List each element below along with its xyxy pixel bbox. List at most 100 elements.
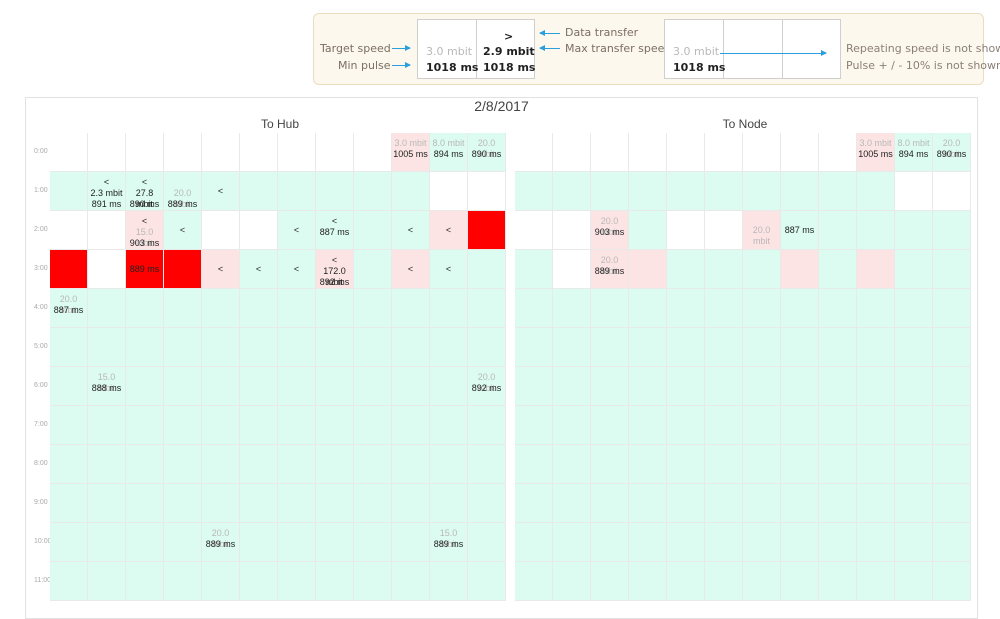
schedule-cell[interactable]: 15.0 mbit 889 ms bbox=[430, 523, 468, 562]
schedule-cell[interactable] bbox=[515, 133, 553, 172]
schedule-cell[interactable] bbox=[743, 445, 781, 484]
schedule-cell[interactable] bbox=[629, 211, 667, 250]
schedule-cell[interactable] bbox=[667, 172, 705, 211]
schedule-cell[interactable] bbox=[278, 523, 316, 562]
schedule-cell[interactable] bbox=[705, 484, 743, 523]
schedule-cell[interactable] bbox=[468, 406, 506, 445]
schedule-cell[interactable] bbox=[629, 523, 667, 562]
schedule-cell[interactable] bbox=[895, 484, 933, 523]
schedule-cell[interactable] bbox=[50, 172, 88, 211]
schedule-cell[interactable] bbox=[202, 484, 240, 523]
schedule-cell[interactable] bbox=[392, 445, 430, 484]
schedule-cell[interactable] bbox=[705, 328, 743, 367]
schedule-cell[interactable] bbox=[591, 523, 629, 562]
schedule-cell[interactable] bbox=[819, 406, 857, 445]
schedule-cell[interactable]: < bbox=[430, 250, 468, 289]
schedule-cell[interactable] bbox=[933, 250, 971, 289]
schedule-cell[interactable] bbox=[705, 289, 743, 328]
schedule-cell[interactable] bbox=[895, 328, 933, 367]
schedule-cell[interactable] bbox=[515, 250, 553, 289]
schedule-cell[interactable] bbox=[933, 445, 971, 484]
schedule-cell[interactable] bbox=[430, 367, 468, 406]
schedule-cell[interactable] bbox=[354, 133, 392, 172]
schedule-cell[interactable] bbox=[164, 250, 202, 289]
schedule-cell[interactable] bbox=[629, 172, 667, 211]
schedule-cell[interactable] bbox=[933, 328, 971, 367]
schedule-cell[interactable] bbox=[468, 250, 506, 289]
schedule-cell[interactable] bbox=[240, 406, 278, 445]
schedule-cell[interactable] bbox=[553, 367, 591, 406]
schedule-cell[interactable] bbox=[819, 445, 857, 484]
schedule-cell[interactable] bbox=[316, 562, 354, 601]
schedule-cell[interactable] bbox=[743, 172, 781, 211]
schedule-cell[interactable] bbox=[515, 562, 553, 601]
schedule-cell[interactable] bbox=[164, 445, 202, 484]
schedule-cell[interactable] bbox=[629, 445, 667, 484]
schedule-cell[interactable] bbox=[126, 484, 164, 523]
schedule-cell[interactable] bbox=[50, 133, 88, 172]
schedule-cell[interactable]: 20.0 mbit 889 ms bbox=[591, 250, 629, 289]
schedule-cell[interactable] bbox=[857, 406, 895, 445]
schedule-cell[interactable] bbox=[50, 211, 88, 250]
schedule-cell[interactable] bbox=[705, 133, 743, 172]
schedule-cell[interactable]: 20.0 mbit 889 ms bbox=[202, 523, 240, 562]
schedule-cell[interactable] bbox=[278, 328, 316, 367]
schedule-cell[interactable]: 3.0 mbit 1005 ms bbox=[857, 133, 895, 172]
schedule-cell[interactable] bbox=[553, 289, 591, 328]
schedule-cell[interactable] bbox=[468, 211, 506, 250]
schedule-cell[interactable] bbox=[50, 445, 88, 484]
schedule-cell[interactable] bbox=[164, 367, 202, 406]
schedule-cell[interactable]: <887 ms bbox=[316, 211, 354, 250]
schedule-cell[interactable]: 20.0 mbit bbox=[743, 211, 781, 250]
schedule-cell[interactable] bbox=[88, 328, 126, 367]
schedule-cell[interactable] bbox=[430, 562, 468, 601]
schedule-cell[interactable] bbox=[667, 250, 705, 289]
schedule-cell[interactable]: 3.0 mbit 1005 ms bbox=[392, 133, 430, 172]
schedule-cell[interactable] bbox=[50, 250, 88, 289]
schedule-cell[interactable] bbox=[515, 484, 553, 523]
schedule-cell[interactable] bbox=[781, 523, 819, 562]
schedule-cell[interactable] bbox=[392, 367, 430, 406]
schedule-cell[interactable]: 20.0 mbit 890 ms bbox=[468, 133, 506, 172]
schedule-cell[interactable] bbox=[553, 328, 591, 367]
schedule-cell[interactable] bbox=[468, 445, 506, 484]
schedule-cell[interactable] bbox=[202, 367, 240, 406]
schedule-cell[interactable] bbox=[354, 484, 392, 523]
schedule-cell[interactable] bbox=[553, 211, 591, 250]
schedule-cell[interactable] bbox=[202, 211, 240, 250]
schedule-cell[interactable] bbox=[857, 562, 895, 601]
schedule-cell[interactable]: 20.0 mbit 892 ms bbox=[468, 367, 506, 406]
schedule-cell[interactable] bbox=[933, 172, 971, 211]
schedule-cell[interactable] bbox=[743, 523, 781, 562]
schedule-cell[interactable]: <27.8 mbit 890 ms bbox=[126, 172, 164, 211]
schedule-cell[interactable]: < bbox=[430, 211, 468, 250]
schedule-cell[interactable] bbox=[240, 211, 278, 250]
schedule-cell[interactable] bbox=[667, 484, 705, 523]
schedule-cell[interactable] bbox=[781, 406, 819, 445]
schedule-cell[interactable] bbox=[933, 211, 971, 250]
schedule-cell[interactable] bbox=[126, 445, 164, 484]
schedule-cell[interactable] bbox=[392, 523, 430, 562]
schedule-cell[interactable] bbox=[629, 367, 667, 406]
schedule-cell[interactable] bbox=[240, 133, 278, 172]
schedule-cell[interactable] bbox=[781, 367, 819, 406]
schedule-cell[interactable] bbox=[354, 172, 392, 211]
schedule-cell[interactable] bbox=[895, 406, 933, 445]
schedule-cell[interactable] bbox=[705, 523, 743, 562]
schedule-cell[interactable] bbox=[857, 523, 895, 562]
schedule-cell[interactable] bbox=[430, 328, 468, 367]
schedule-cell[interactable] bbox=[857, 289, 895, 328]
schedule-cell[interactable] bbox=[933, 484, 971, 523]
schedule-cell[interactable] bbox=[553, 250, 591, 289]
schedule-cell[interactable] bbox=[126, 523, 164, 562]
schedule-cell[interactable] bbox=[743, 133, 781, 172]
schedule-cell[interactable]: 15.0 mbit 888 ms bbox=[88, 367, 126, 406]
schedule-cell[interactable] bbox=[553, 523, 591, 562]
schedule-cell[interactable] bbox=[126, 328, 164, 367]
schedule-cell[interactable] bbox=[202, 289, 240, 328]
schedule-cell[interactable] bbox=[629, 133, 667, 172]
schedule-cell[interactable] bbox=[202, 562, 240, 601]
schedule-cell[interactable] bbox=[667, 289, 705, 328]
schedule-cell[interactable] bbox=[316, 289, 354, 328]
schedule-cell[interactable] bbox=[354, 367, 392, 406]
